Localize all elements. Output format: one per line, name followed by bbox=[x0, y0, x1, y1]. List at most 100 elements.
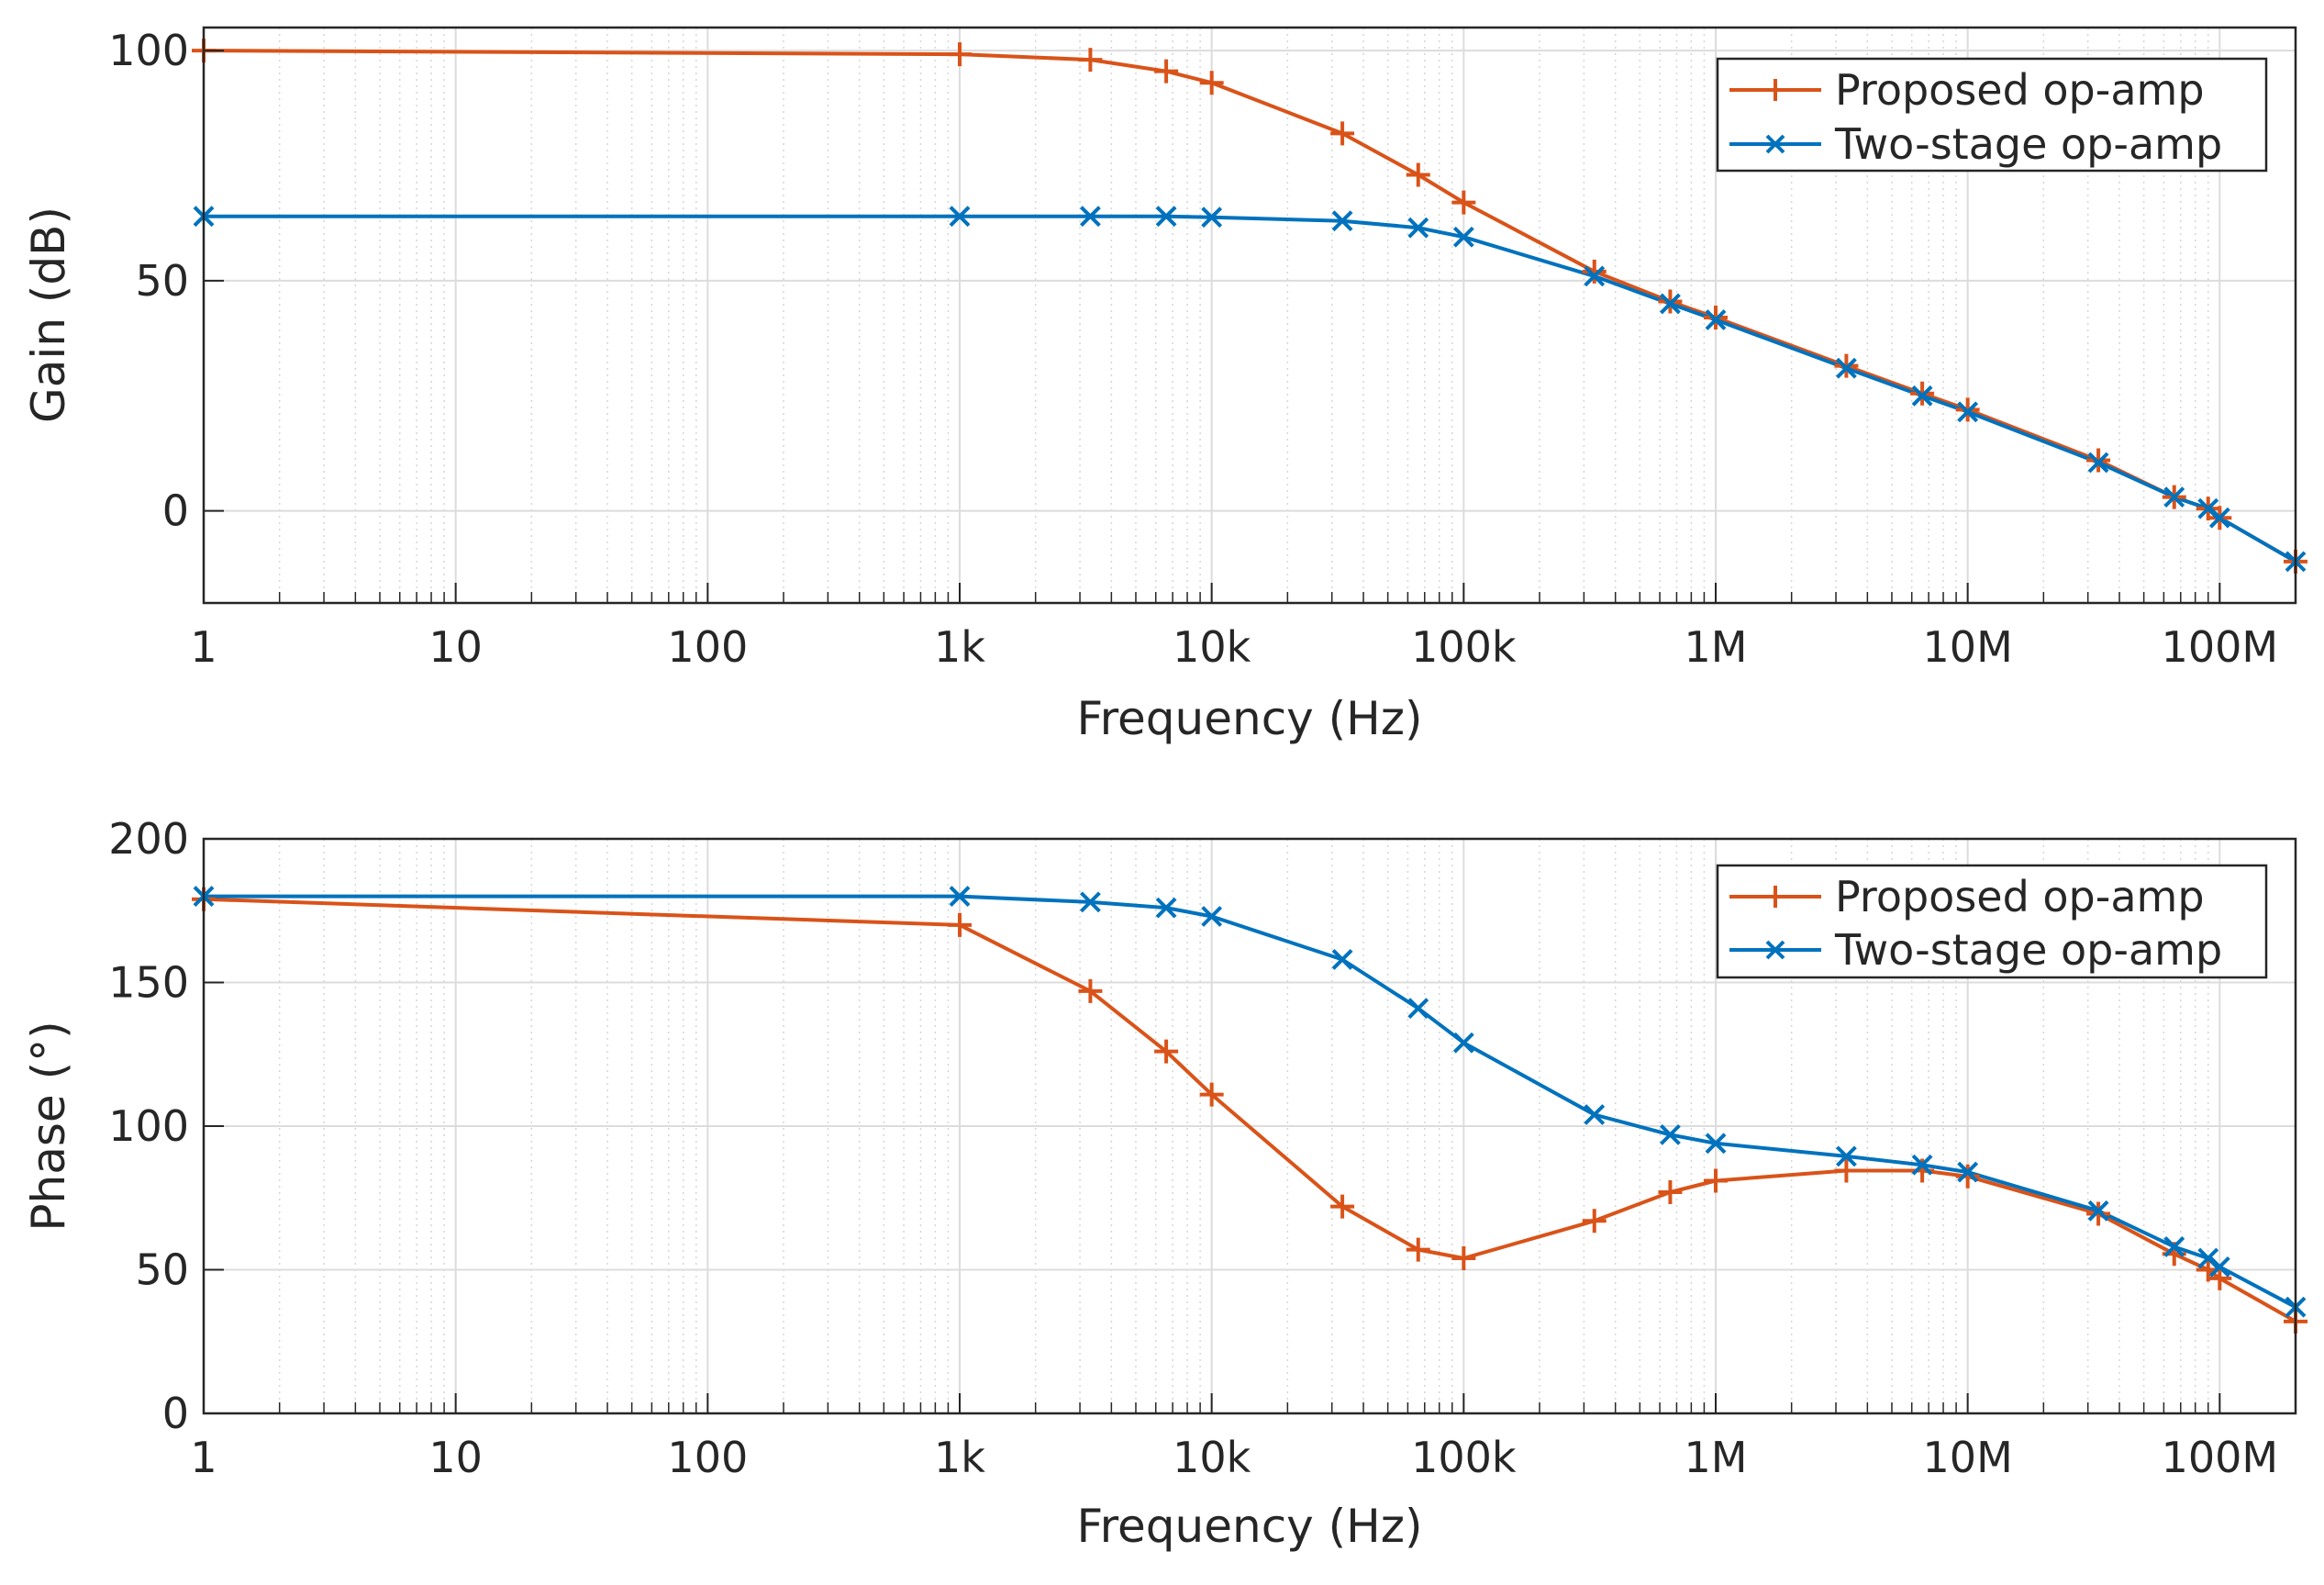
gain-x-tick-label: 100 bbox=[667, 622, 748, 672]
phase-x-tick-labels: 1 10 100 1k 10k 100k 1M 10M 100M bbox=[190, 1433, 2278, 1482]
legend-marker-two-stage bbox=[1765, 134, 1785, 154]
phase-y-tick-label: 150 bbox=[108, 958, 189, 1008]
gain-data-point-proposed bbox=[1406, 162, 1430, 187]
gain-y-tick-label: 0 bbox=[162, 486, 189, 536]
gain-x-tick-label: 100M bbox=[2162, 622, 2279, 672]
gain-tick-marks bbox=[203, 50, 2221, 603]
phase-data-point-proposed bbox=[1078, 978, 1103, 1003]
legend-marker-proposed bbox=[1764, 886, 1786, 908]
legend-marker-two-stage bbox=[1765, 940, 1785, 960]
phase-x-tick-label: 10M bbox=[1923, 1433, 2013, 1482]
phase-data-point-proposed bbox=[1154, 1039, 1179, 1064]
gain-data-point-two-stage bbox=[1660, 293, 1681, 315]
phase-x-tick-label: 100 bbox=[667, 1433, 748, 1482]
phase-y-tick-labels: 0 50 100 150 200 bbox=[108, 814, 189, 1438]
gain-x-tick-label: 10M bbox=[1923, 622, 2013, 672]
phase-data-point-proposed bbox=[1955, 1164, 1980, 1189]
phase-data-point-proposed bbox=[2086, 1201, 2111, 1226]
gain-data-point-proposed bbox=[1330, 121, 1355, 146]
legend-label-two-stage: Two-stage op-amp bbox=[1834, 119, 2222, 169]
gain-x-axis-label: Frequency (Hz) bbox=[1076, 692, 1422, 745]
gain-data-point-two-stage bbox=[1957, 401, 1979, 423]
gain-data-point-two-stage bbox=[1331, 210, 1353, 232]
gain-chart-panel: 1 10 100 1k 10k 100k 1M 10M 100M 0 50 10… bbox=[22, 26, 2307, 745]
gain-x-tick-labels: 1 10 100 1k 10k 100k 1M 10M 100M bbox=[190, 622, 2278, 672]
phase-legend: Proposed op-amp Two-stage op-amp bbox=[1716, 864, 2268, 979]
gain-legend: Proposed op-amp Two-stage op-amp bbox=[1716, 57, 2268, 173]
phase-data-point-two-stage bbox=[1079, 891, 1101, 913]
gain-x-tick-label: 1 bbox=[190, 622, 217, 672]
phase-data-point-two-stage bbox=[1957, 1161, 1979, 1183]
phase-y-axis-label: Phase (°) bbox=[22, 1021, 75, 1231]
gain-data-point-two-stage bbox=[1911, 385, 1933, 407]
phase-data-point-proposed bbox=[1406, 1237, 1430, 1262]
phase-data-point-proposed bbox=[1703, 1168, 1728, 1193]
phase-data-point-two-stage bbox=[1660, 1123, 1681, 1145]
gain-x-tick-label: 10 bbox=[428, 622, 483, 672]
legend-marker-proposed bbox=[1764, 79, 1786, 101]
gain-data-point-proposed bbox=[1582, 259, 1607, 284]
gain-x-tick-label: 100k bbox=[1411, 622, 1517, 672]
phase-data-point-two-stage bbox=[1407, 998, 1429, 1020]
phase-data-point-proposed bbox=[1199, 1082, 1224, 1107]
gain-data-point-proposed bbox=[947, 42, 972, 67]
phase-x-tick-label: 1k bbox=[934, 1433, 985, 1482]
gain-x-tick-label: 10k bbox=[1173, 622, 1251, 672]
gain-data-point-proposed bbox=[1199, 71, 1224, 95]
gain-data-point-two-stage bbox=[1584, 265, 1606, 287]
gain-data-point-two-stage bbox=[1407, 217, 1429, 239]
phase-data-point-two-stage bbox=[1201, 906, 1223, 927]
phase-data-point-proposed bbox=[947, 912, 972, 937]
gain-data-point-two-stage bbox=[1705, 309, 1727, 330]
phase-data-point-proposed bbox=[1658, 1179, 1683, 1204]
phase-data-point-two-stage bbox=[1584, 1104, 1606, 1125]
phase-x-axis-label: Frequency (Hz) bbox=[1076, 1500, 1422, 1553]
phase-data-point-two-stage bbox=[1911, 1154, 1933, 1176]
phase-data-point-two-stage bbox=[2197, 1247, 2219, 1269]
gain-data-point-two-stage bbox=[1452, 226, 1474, 248]
gain-data-point-proposed bbox=[1154, 59, 1179, 84]
gain-data-point-two-stage bbox=[1835, 357, 1857, 379]
phase-data-point-two-stage bbox=[2087, 1200, 2109, 1222]
phase-y-tick-label: 100 bbox=[108, 1101, 189, 1151]
phase-data-point-proposed bbox=[1330, 1194, 1355, 1219]
gain-data-point-two-stage bbox=[1079, 206, 1101, 228]
phase-x-tick-label: 10k bbox=[1173, 1433, 1251, 1482]
phase-x-tick-label: 1 bbox=[190, 1433, 217, 1482]
phase-data-point-two-stage bbox=[2163, 1236, 2185, 1257]
gain-x-tick-label: 1k bbox=[934, 622, 985, 672]
phase-data-point-proposed bbox=[1582, 1209, 1607, 1233]
phase-data-point-two-stage bbox=[2208, 1256, 2230, 1278]
phase-y-tick-label: 0 bbox=[162, 1389, 189, 1438]
phase-data-point-proposed bbox=[1834, 1158, 1859, 1183]
phase-y-tick-label: 50 bbox=[135, 1245, 189, 1295]
gain-data-point-proposed bbox=[1078, 48, 1103, 73]
gain-data-point-two-stage bbox=[2208, 507, 2230, 529]
gain-data-point-two-stage bbox=[1155, 206, 1177, 228]
phase-data-point-proposed bbox=[1451, 1245, 1476, 1270]
phase-x-tick-label: 100M bbox=[2162, 1433, 2279, 1482]
gain-data-point-two-stage bbox=[1201, 206, 1223, 229]
phase-data-point-proposed bbox=[2207, 1266, 2232, 1290]
gain-data-point-two-stage bbox=[2087, 452, 2109, 474]
legend-label-two-stage: Two-stage op-amp bbox=[1834, 925, 2222, 975]
phase-data-point-two-stage bbox=[1705, 1133, 1727, 1155]
gain-x-tick-label: 1M bbox=[1685, 622, 1748, 672]
gain-data-point-proposed bbox=[1451, 190, 1476, 215]
gain-y-axis-label: Gain (dB) bbox=[22, 206, 75, 423]
phase-data-point-two-stage bbox=[1835, 1145, 1857, 1167]
gain-data-point-two-stage bbox=[949, 206, 971, 228]
gain-y-tick-labels: 0 50 100 bbox=[108, 26, 189, 536]
phase-data-point-two-stage bbox=[949, 886, 971, 908]
gain-y-tick-label: 100 bbox=[108, 26, 189, 75]
legend-label-proposed: Proposed op-amp bbox=[1835, 872, 2205, 921]
phase-x-tick-label: 100k bbox=[1411, 1433, 1517, 1482]
phase-y-tick-label: 200 bbox=[108, 814, 189, 864]
gain-data-point-two-stage bbox=[2163, 486, 2185, 508]
legend-label-proposed: Proposed op-amp bbox=[1835, 65, 2205, 115]
phase-x-tick-label: 10 bbox=[428, 1433, 483, 1482]
gain-y-tick-label: 50 bbox=[135, 256, 189, 306]
phase-data-point-two-stage bbox=[1331, 949, 1353, 970]
